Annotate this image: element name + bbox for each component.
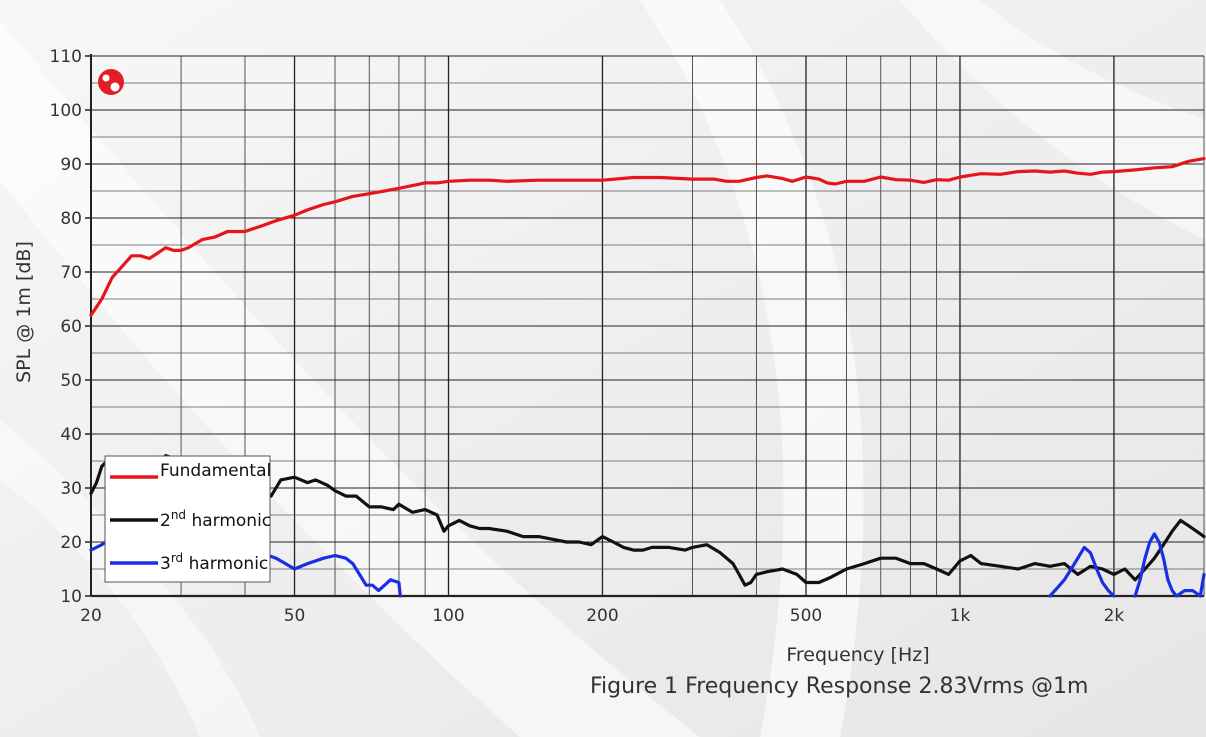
legend: Fundamental 2nd harmonic 3rd harmonic <box>104 455 271 583</box>
series-line-fundamental <box>89 157 1206 317</box>
legend-label-harmonic3: 3rd harmonic <box>160 551 268 574</box>
y-tick-label: 80 <box>60 209 82 229</box>
x-tick-label: 20 <box>80 606 102 626</box>
chart-axes <box>85 54 1204 598</box>
x-tick-label: 1k <box>950 606 971 626</box>
y-tick-labels: 10 20 30 40 50 60 70 80 90 100 110 <box>50 47 82 607</box>
y-tick-label: 70 <box>60 263 82 283</box>
series-line-harmonic3_hf <box>1048 545 1116 598</box>
legend-label-harmonic2: 2nd harmonic <box>160 508 271 531</box>
brand-logo-icon <box>98 69 124 95</box>
x-tick-label: 500 <box>790 606 822 626</box>
y-tick-label: 60 <box>60 317 82 337</box>
x-tick-label: 100 <box>432 606 464 626</box>
figure-caption: Figure 1 Frequency Response 2.83Vrms @1m <box>590 674 1089 699</box>
y-tick-label: 20 <box>60 533 82 553</box>
y-tick-label: 30 <box>60 479 82 499</box>
x-tick-label: 2k <box>1104 606 1125 626</box>
x-axis-label: Frequency [Hz] <box>786 644 929 666</box>
y-axis-label: SPL @ 1m [dB] <box>13 241 35 383</box>
x-tick-labels: 20 50 100 200 500 1k 2k <box>80 606 1124 626</box>
y-tick-label: 50 <box>60 371 82 391</box>
y-tick-label: 10 <box>60 587 82 607</box>
y-tick-label: 90 <box>60 155 82 175</box>
series-line-harmonic3_hf2 <box>1133 532 1206 598</box>
x-tick-label: 200 <box>586 606 618 626</box>
y-tick-label: 40 <box>60 425 82 445</box>
legend-label-fundamental: Fundamental <box>160 461 271 481</box>
x-tick-label: 50 <box>284 606 306 626</box>
y-tick-label: 100 <box>50 101 82 121</box>
y-tick-label: 110 <box>50 47 82 67</box>
